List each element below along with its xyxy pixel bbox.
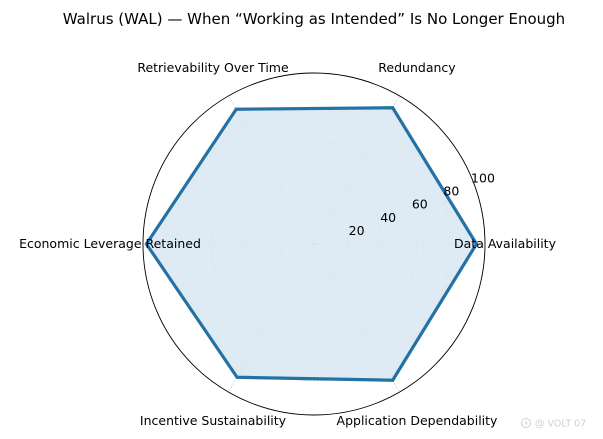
data-point-1: [391, 106, 395, 110]
data-point-0: [474, 242, 479, 246]
tick-label-80: 80: [443, 184, 459, 199]
chart-title: Walrus (WAL) — When “Working as Intended…: [63, 10, 565, 28]
tick-label-100: 100: [471, 171, 495, 186]
axis-label-1: Redundancy: [378, 60, 456, 75]
axis-label-3: Economic Leverage Retained: [19, 236, 201, 251]
axis-label-2: Retrievability Over Time: [137, 60, 289, 75]
tick-label-40: 40: [380, 210, 396, 225]
outer-frame-circle: [142, 72, 486, 416]
watermark-text: @ VOLT 07: [535, 419, 586, 430]
axis-label-4: Incentive Sustainability: [140, 413, 287, 428]
tick-label-20: 20: [349, 223, 365, 238]
tick-label-60: 60: [412, 197, 428, 212]
data-point-5: [391, 378, 395, 382]
data-point-4: [235, 375, 239, 379]
bolt-logo-icon: [521, 418, 531, 428]
watermark: @ VOLT 07: [521, 418, 586, 430]
axis-labels: Data Availability Redundancy Retrievabilit…: [19, 60, 556, 428]
axis-label-5: Application Dependability: [337, 413, 499, 428]
series-layer: [144, 106, 479, 382]
data-point-3: [144, 242, 149, 246]
radial-tick-labels: 20 40 60 80 100: [349, 171, 495, 238]
series-area-fill: [146, 107, 477, 381]
axis-label-0: Data Availability: [454, 236, 557, 251]
data-point-2: [234, 107, 238, 111]
